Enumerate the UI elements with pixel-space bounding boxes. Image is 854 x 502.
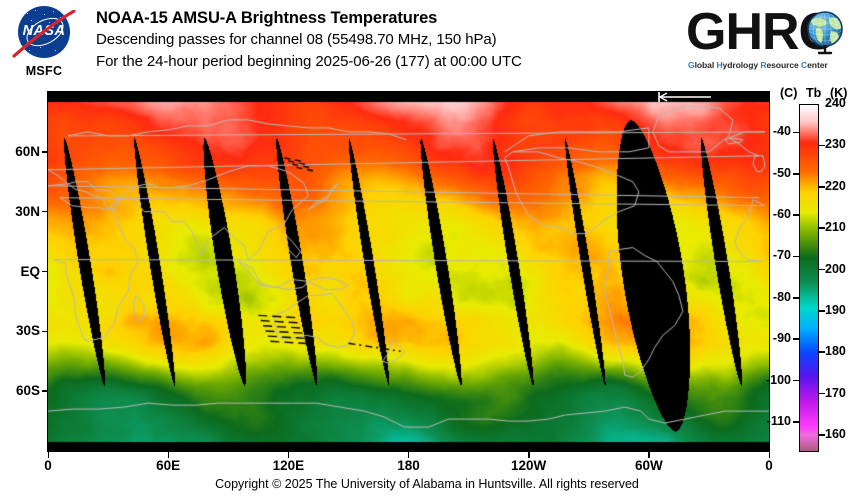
x-tick	[167, 452, 170, 458]
x-tick-label: 60W	[634, 458, 663, 473]
colorbar-celsius-tick	[793, 214, 799, 216]
colorbar-kelvin-tick	[819, 434, 825, 436]
nasa-meatball-icon: NASA	[18, 6, 70, 58]
brightness-temperature-map[interactable]	[48, 92, 769, 451]
y-tick-label: 60S	[15, 383, 40, 399]
x-tick	[528, 452, 530, 458]
y-tick	[42, 270, 48, 273]
colorbar-celsius-label: -90	[772, 331, 791, 346]
colorbar[interactable]	[799, 104, 819, 452]
y-tick-label: EQ	[20, 263, 40, 279]
ghrc-logo: GHRC Global Hydrology Re	[686, 4, 850, 80]
colorbar-kelvin-tick	[819, 227, 825, 229]
nasa-center-label: MSFC	[25, 64, 63, 78]
x-tick-label: 180	[397, 458, 420, 473]
colorbar-kelvin-label: 220	[825, 178, 846, 193]
y-tick	[42, 390, 48, 392]
colorbar-kelvin-label: 240	[825, 96, 846, 110]
colorbar-celsius-tick	[793, 131, 799, 134]
colorbar-kelvin-tick	[819, 144, 825, 147]
colorbar-celsius-label: -80	[772, 289, 791, 304]
colorbar-kelvin-label: 170	[825, 385, 846, 400]
colorbar-celsius-tick	[793, 297, 799, 299]
colorbar-kelvin-label: 190	[825, 302, 846, 317]
x-tick-label: 120E	[272, 458, 305, 473]
x-tick	[47, 452, 49, 458]
x-tick-label: 60E	[156, 458, 181, 473]
nasa-logo: NASA MSFC	[10, 6, 78, 86]
y-tick	[42, 151, 48, 153]
colorbar-variable-heading: Tb	[806, 86, 822, 100]
ghrc-tagline: Global Hydrology Resource Center	[688, 60, 828, 70]
colorbar-celsius-tick	[793, 379, 799, 382]
colorbar-kelvin-tick	[819, 392, 825, 395]
colorbar-kelvin-tick	[819, 310, 825, 312]
colorbar-celsius-label: -50	[772, 165, 791, 180]
nasa-swoosh-icon	[12, 10, 76, 58]
colorbar-kelvin-tick	[819, 185, 825, 188]
colorbar-celsius-tick	[793, 338, 799, 340]
x-tick-label: 120W	[511, 458, 547, 473]
colorbar-celsius-label: -40	[772, 124, 791, 139]
colorbar-kelvin-tick	[819, 268, 825, 271]
x-tick-label: 0	[44, 458, 52, 473]
colorbar-celsius-tick	[793, 255, 799, 258]
colorbar-celsius-label: -60	[772, 207, 791, 222]
subtitle-channel: Descending passes for channel 08 (55498.…	[96, 31, 497, 48]
colorbar-celsius-label: -100	[765, 372, 791, 387]
copyright-notice: Copyright © 2025 The University of Alaba…	[215, 477, 639, 491]
y-tick-label: 60N	[15, 143, 40, 159]
colorbar-kelvin-label: 230	[825, 137, 846, 152]
colorbar-kelvin-tick	[819, 351, 825, 354]
y-tick-label: 30N	[15, 203, 40, 219]
colorbar-celsius-tick	[793, 172, 799, 175]
x-tick	[768, 452, 770, 458]
globe-icon	[807, 11, 843, 55]
title-block: NOAA-15 AMSU-A Brightness Temperatures D…	[96, 8, 696, 73]
subtitle-period: For the 24-hour period beginning 2025-06…	[96, 53, 522, 70]
colorbar-celsius-label: -110	[766, 413, 791, 428]
colorbar-kelvin-label: 160	[825, 427, 846, 441]
y-tick	[42, 330, 48, 333]
y-tick-label: 30S	[15, 323, 40, 339]
descending-pass-arrow-icon	[658, 92, 711, 102]
x-tick-label: 0	[765, 458, 773, 473]
colorbar-kelvin-label: 180	[825, 344, 846, 359]
colorbar-celsius-tick	[793, 421, 799, 423]
x-tick	[648, 452, 650, 458]
colorbar-celsius-label: -70	[772, 248, 791, 263]
colorbar-kelvin-label: 200	[825, 261, 846, 276]
colorbar-celsius-heading: (C)	[780, 86, 798, 100]
x-tick	[287, 452, 290, 458]
colorbar-kelvin-label: 210	[825, 220, 846, 235]
page-title: NOAA-15 AMSU-A Brightness Temperatures	[96, 9, 438, 27]
colorbar-kelvin-heading: (K)	[830, 86, 848, 100]
x-tick	[408, 452, 410, 458]
y-tick	[42, 210, 48, 213]
